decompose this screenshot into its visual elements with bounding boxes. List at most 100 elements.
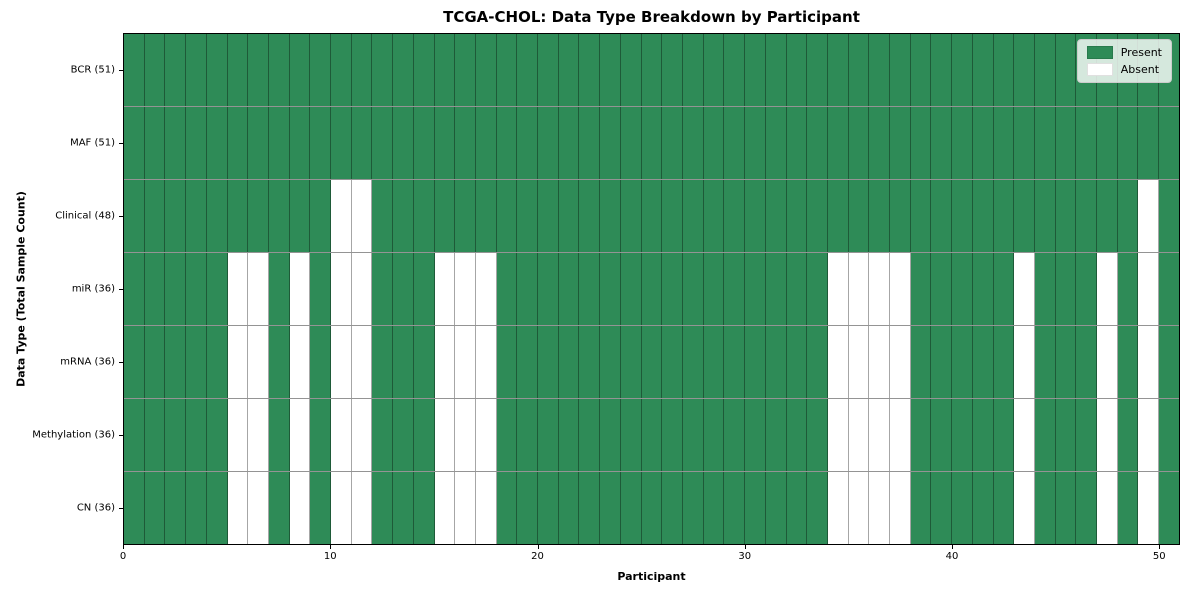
heatmap-cell [724, 472, 746, 544]
heatmap-cell [1014, 326, 1035, 398]
heatmap-cell [331, 180, 352, 252]
heatmap-cell [496, 472, 518, 544]
heatmap-cell [724, 107, 746, 179]
heatmap-cell [641, 180, 663, 252]
heatmap-cell [724, 326, 746, 398]
y-tick-mark [119, 289, 123, 290]
heatmap-cell [331, 399, 352, 471]
heatmap-cell [165, 34, 187, 106]
heatmap-cell [186, 34, 207, 106]
heatmap-cell [475, 326, 497, 398]
heatmap-cell [579, 253, 601, 325]
heatmap-cell [1117, 326, 1139, 398]
y-tick-label-miR: miR (36) [71, 283, 115, 295]
heatmap-cell [1055, 253, 1077, 325]
heatmap-row-Methylation [124, 399, 1179, 472]
x-tick-label: 10 [323, 551, 337, 562]
heatmap-cell [724, 180, 746, 252]
heatmap-cell [600, 180, 621, 252]
heatmap-cell [827, 472, 849, 544]
heatmap-cell [227, 180, 249, 252]
heatmap-cell [496, 107, 518, 179]
heatmap-cell [620, 253, 642, 325]
heatmap-cell [517, 180, 539, 252]
x-tick-label: 30 [738, 551, 752, 562]
heatmap-cell [538, 34, 559, 106]
x-tick-mark [123, 545, 124, 549]
heatmap-cell [1159, 180, 1179, 252]
heatmap-cell [641, 472, 663, 544]
heatmap-cell [890, 253, 911, 325]
heatmap-cell [455, 253, 476, 325]
y-tick-mark [119, 362, 123, 364]
heatmap-cell [186, 253, 207, 325]
heatmap-cell [310, 107, 332, 179]
heatmap-cell [351, 107, 373, 179]
y-tick-mark [119, 435, 123, 437]
heatmap-cell [124, 107, 145, 179]
x-tick-mark [330, 545, 332, 549]
heatmap-cell [682, 253, 704, 325]
heatmap-cell [765, 253, 787, 325]
heatmap-row-miR [124, 253, 1179, 326]
present-swatch-icon [1086, 46, 1113, 59]
heatmap-cell [248, 253, 269, 325]
heatmap-cell [682, 399, 704, 471]
x-axis-title: Participant [617, 570, 686, 583]
heatmap-cell [165, 399, 187, 471]
heatmap-cell [1159, 472, 1179, 544]
heatmap-cell [372, 399, 394, 471]
heatmap-cell [124, 399, 145, 471]
heatmap-cell [517, 399, 539, 471]
heatmap-cell [890, 107, 911, 179]
x-tick-mark [537, 545, 539, 549]
heatmap-cell [186, 107, 207, 179]
heatmap-cell [558, 34, 580, 106]
heatmap-cell [310, 472, 332, 544]
heatmap-cell [703, 472, 725, 544]
heatmap-row-MAF [124, 107, 1179, 180]
heatmap-cell [807, 399, 828, 471]
heatmap-cell [206, 180, 228, 252]
heatmap-cell [620, 34, 642, 106]
heatmap-cell [558, 253, 580, 325]
heatmap-cell [745, 107, 766, 179]
heatmap-cell [248, 180, 269, 252]
heatmap-cell [310, 399, 332, 471]
heatmap-cell [1117, 107, 1139, 179]
heatmap-cell [1034, 472, 1056, 544]
heatmap-cell [351, 180, 373, 252]
heatmap-cell [144, 472, 166, 544]
heatmap-cell [455, 107, 476, 179]
heatmap-cell [703, 107, 725, 179]
heatmap-cell [807, 326, 828, 398]
heatmap-cell [351, 326, 373, 398]
heatmap-cell [579, 180, 601, 252]
heatmap-cell [620, 472, 642, 544]
heatmap-cell [765, 180, 787, 252]
heatmap-cell [931, 326, 953, 398]
heatmap-cell [848, 34, 870, 106]
heatmap-cell [1097, 326, 1118, 398]
heatmap-cell [331, 326, 352, 398]
heatmap-cell [1117, 399, 1139, 471]
heatmap-cell [1097, 107, 1118, 179]
heatmap-cell [848, 180, 870, 252]
heatmap-cell [703, 253, 725, 325]
heatmap-cell [186, 326, 207, 398]
heatmap-cell [1076, 472, 1098, 544]
heatmap-cell [952, 399, 973, 471]
heatmap-cell [910, 180, 932, 252]
heatmap-cell [248, 472, 269, 544]
x-tick-mark [1159, 545, 1161, 549]
heatmap-cell [186, 399, 207, 471]
heatmap-cell [331, 107, 352, 179]
heatmap-cell [703, 399, 725, 471]
heatmap-cell [434, 180, 456, 252]
heatmap-cell [724, 34, 746, 106]
heatmap-cell [993, 180, 1015, 252]
heatmap-cell [455, 34, 476, 106]
y-tick-mark [119, 142, 123, 144]
heatmap-cell [890, 399, 911, 471]
heatmap-cell [641, 326, 663, 398]
